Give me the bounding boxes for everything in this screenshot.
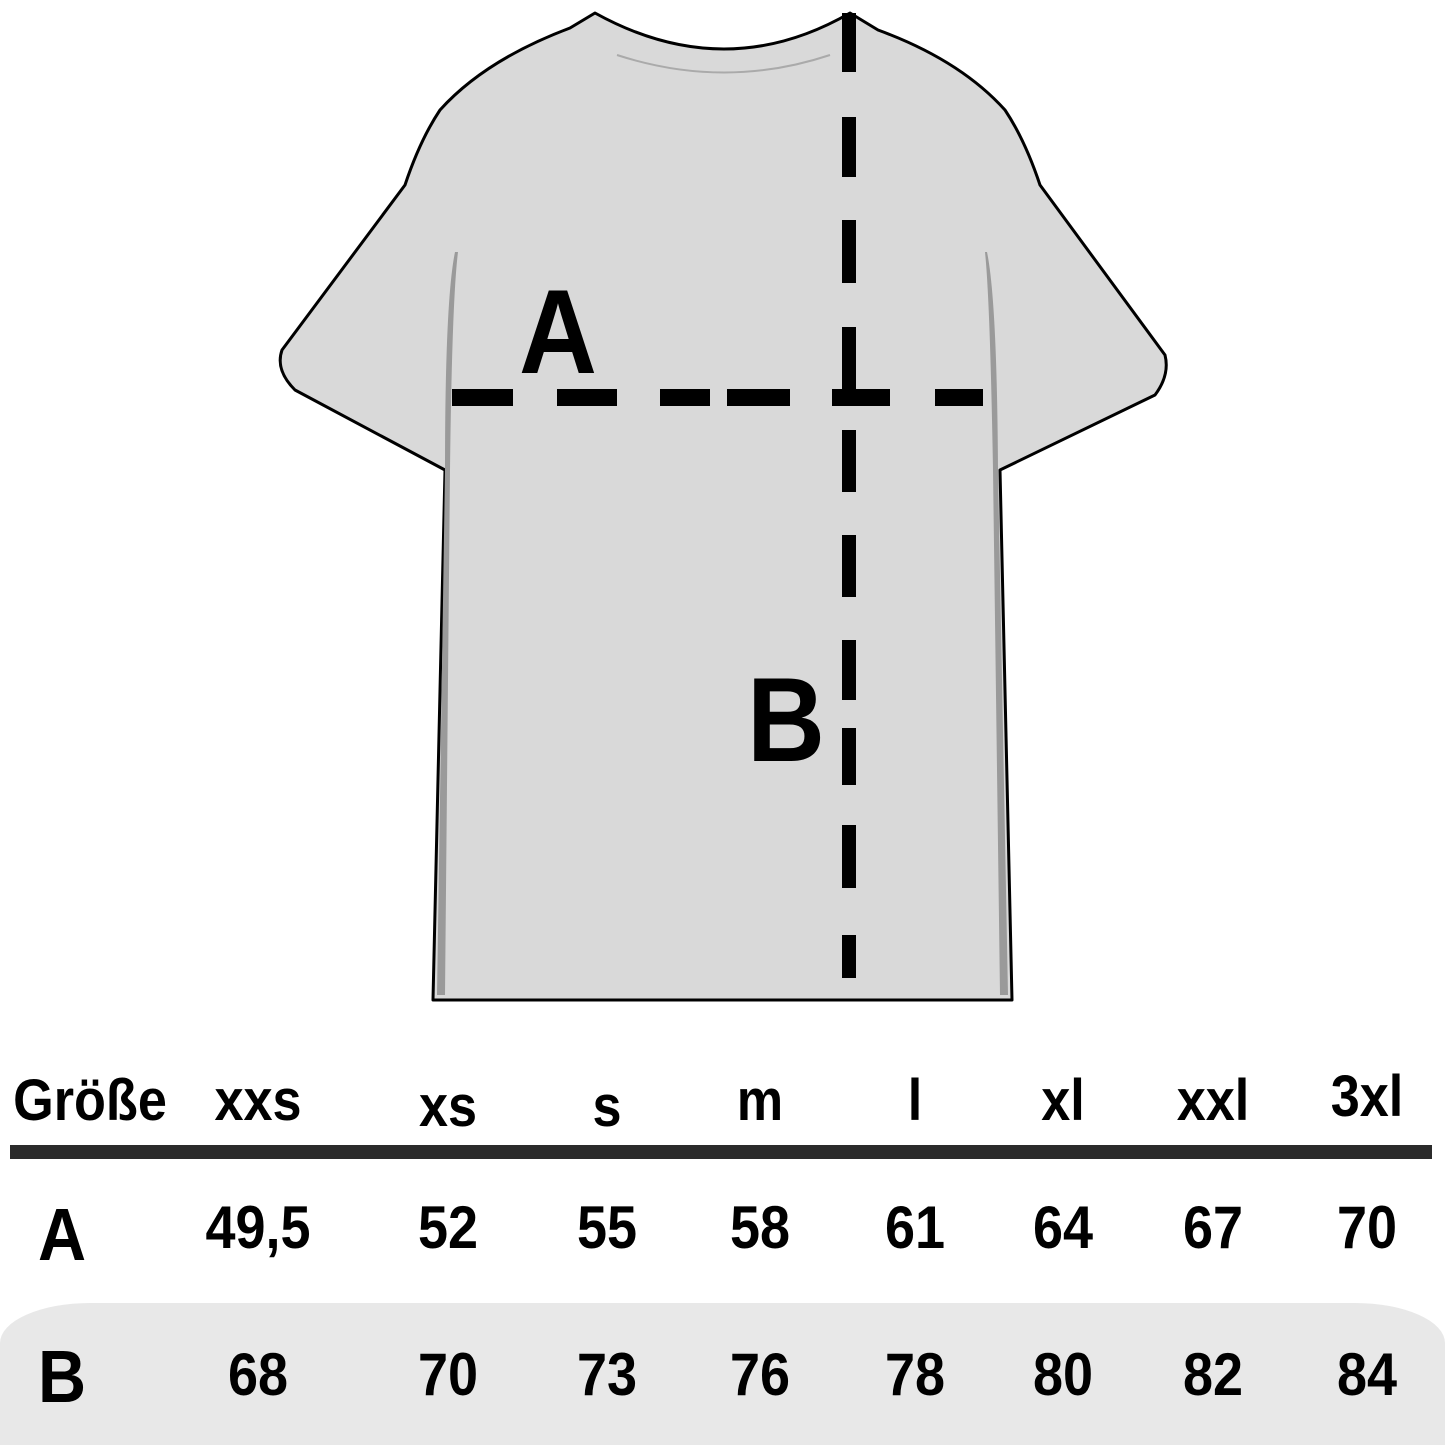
tshirt-outline [278, 11, 1168, 1002]
cell-b-2: 73 [576, 1341, 638, 1408]
dash [557, 389, 617, 406]
row-a-label: A [37, 1193, 87, 1276]
cell-a-1: 52 [417, 1194, 479, 1261]
cell-b-5: 80 [1032, 1341, 1094, 1408]
size-header-1: xs [418, 1074, 478, 1139]
header-divider [10, 1145, 1432, 1159]
dash [842, 728, 856, 785]
tshirt-diagram [278, 11, 1168, 1002]
cell-a-4: 61 [884, 1194, 946, 1261]
size-header-6: xxl [1176, 1068, 1250, 1133]
cell-b-6: 82 [1182, 1341, 1244, 1408]
dash [842, 13, 856, 72]
dash [842, 430, 856, 492]
size-header-7: 3xl [1330, 1064, 1404, 1129]
cell-a-5: 64 [1032, 1194, 1094, 1261]
cell-a-7: 70 [1336, 1194, 1398, 1261]
row-b-background [0, 1303, 1445, 1445]
cell-b-1: 70 [417, 1341, 479, 1408]
dash [660, 389, 710, 406]
length-measure-line [842, 13, 856, 978]
dash [842, 825, 856, 888]
label-a: A [518, 265, 598, 399]
dash [832, 389, 890, 406]
size-header-3: m [736, 1068, 784, 1133]
cell-b-3: 76 [729, 1341, 791, 1408]
dash [842, 535, 856, 597]
size-header-2: s [592, 1074, 622, 1139]
cell-b-7: 84 [1336, 1341, 1398, 1408]
dash [842, 327, 856, 397]
label-b: B [746, 653, 826, 787]
dash [842, 935, 856, 978]
left-side-shadow [437, 252, 458, 995]
right-side-shadow [985, 252, 1008, 995]
dash [842, 640, 856, 700]
size-header-label: Größe [13, 1068, 167, 1133]
row-b-label: B [37, 1335, 87, 1418]
cell-a-3: 58 [729, 1194, 791, 1261]
cell-a-2: 55 [576, 1194, 638, 1261]
cell-b-4: 78 [884, 1341, 946, 1408]
size-header-4: l [907, 1068, 923, 1133]
dash [842, 220, 856, 283]
cell-a-0: 49,5 [205, 1194, 311, 1261]
collar-seam [616, 54, 831, 74]
width-measure-line [452, 389, 983, 406]
dash [935, 389, 983, 406]
cell-a-6: 67 [1182, 1194, 1244, 1261]
dash [842, 117, 856, 177]
size-header-5: xl [1041, 1068, 1085, 1133]
dash [452, 389, 513, 406]
size-header-0: xxs [214, 1068, 302, 1133]
dash [727, 389, 790, 406]
cell-b-0: 68 [227, 1341, 289, 1408]
